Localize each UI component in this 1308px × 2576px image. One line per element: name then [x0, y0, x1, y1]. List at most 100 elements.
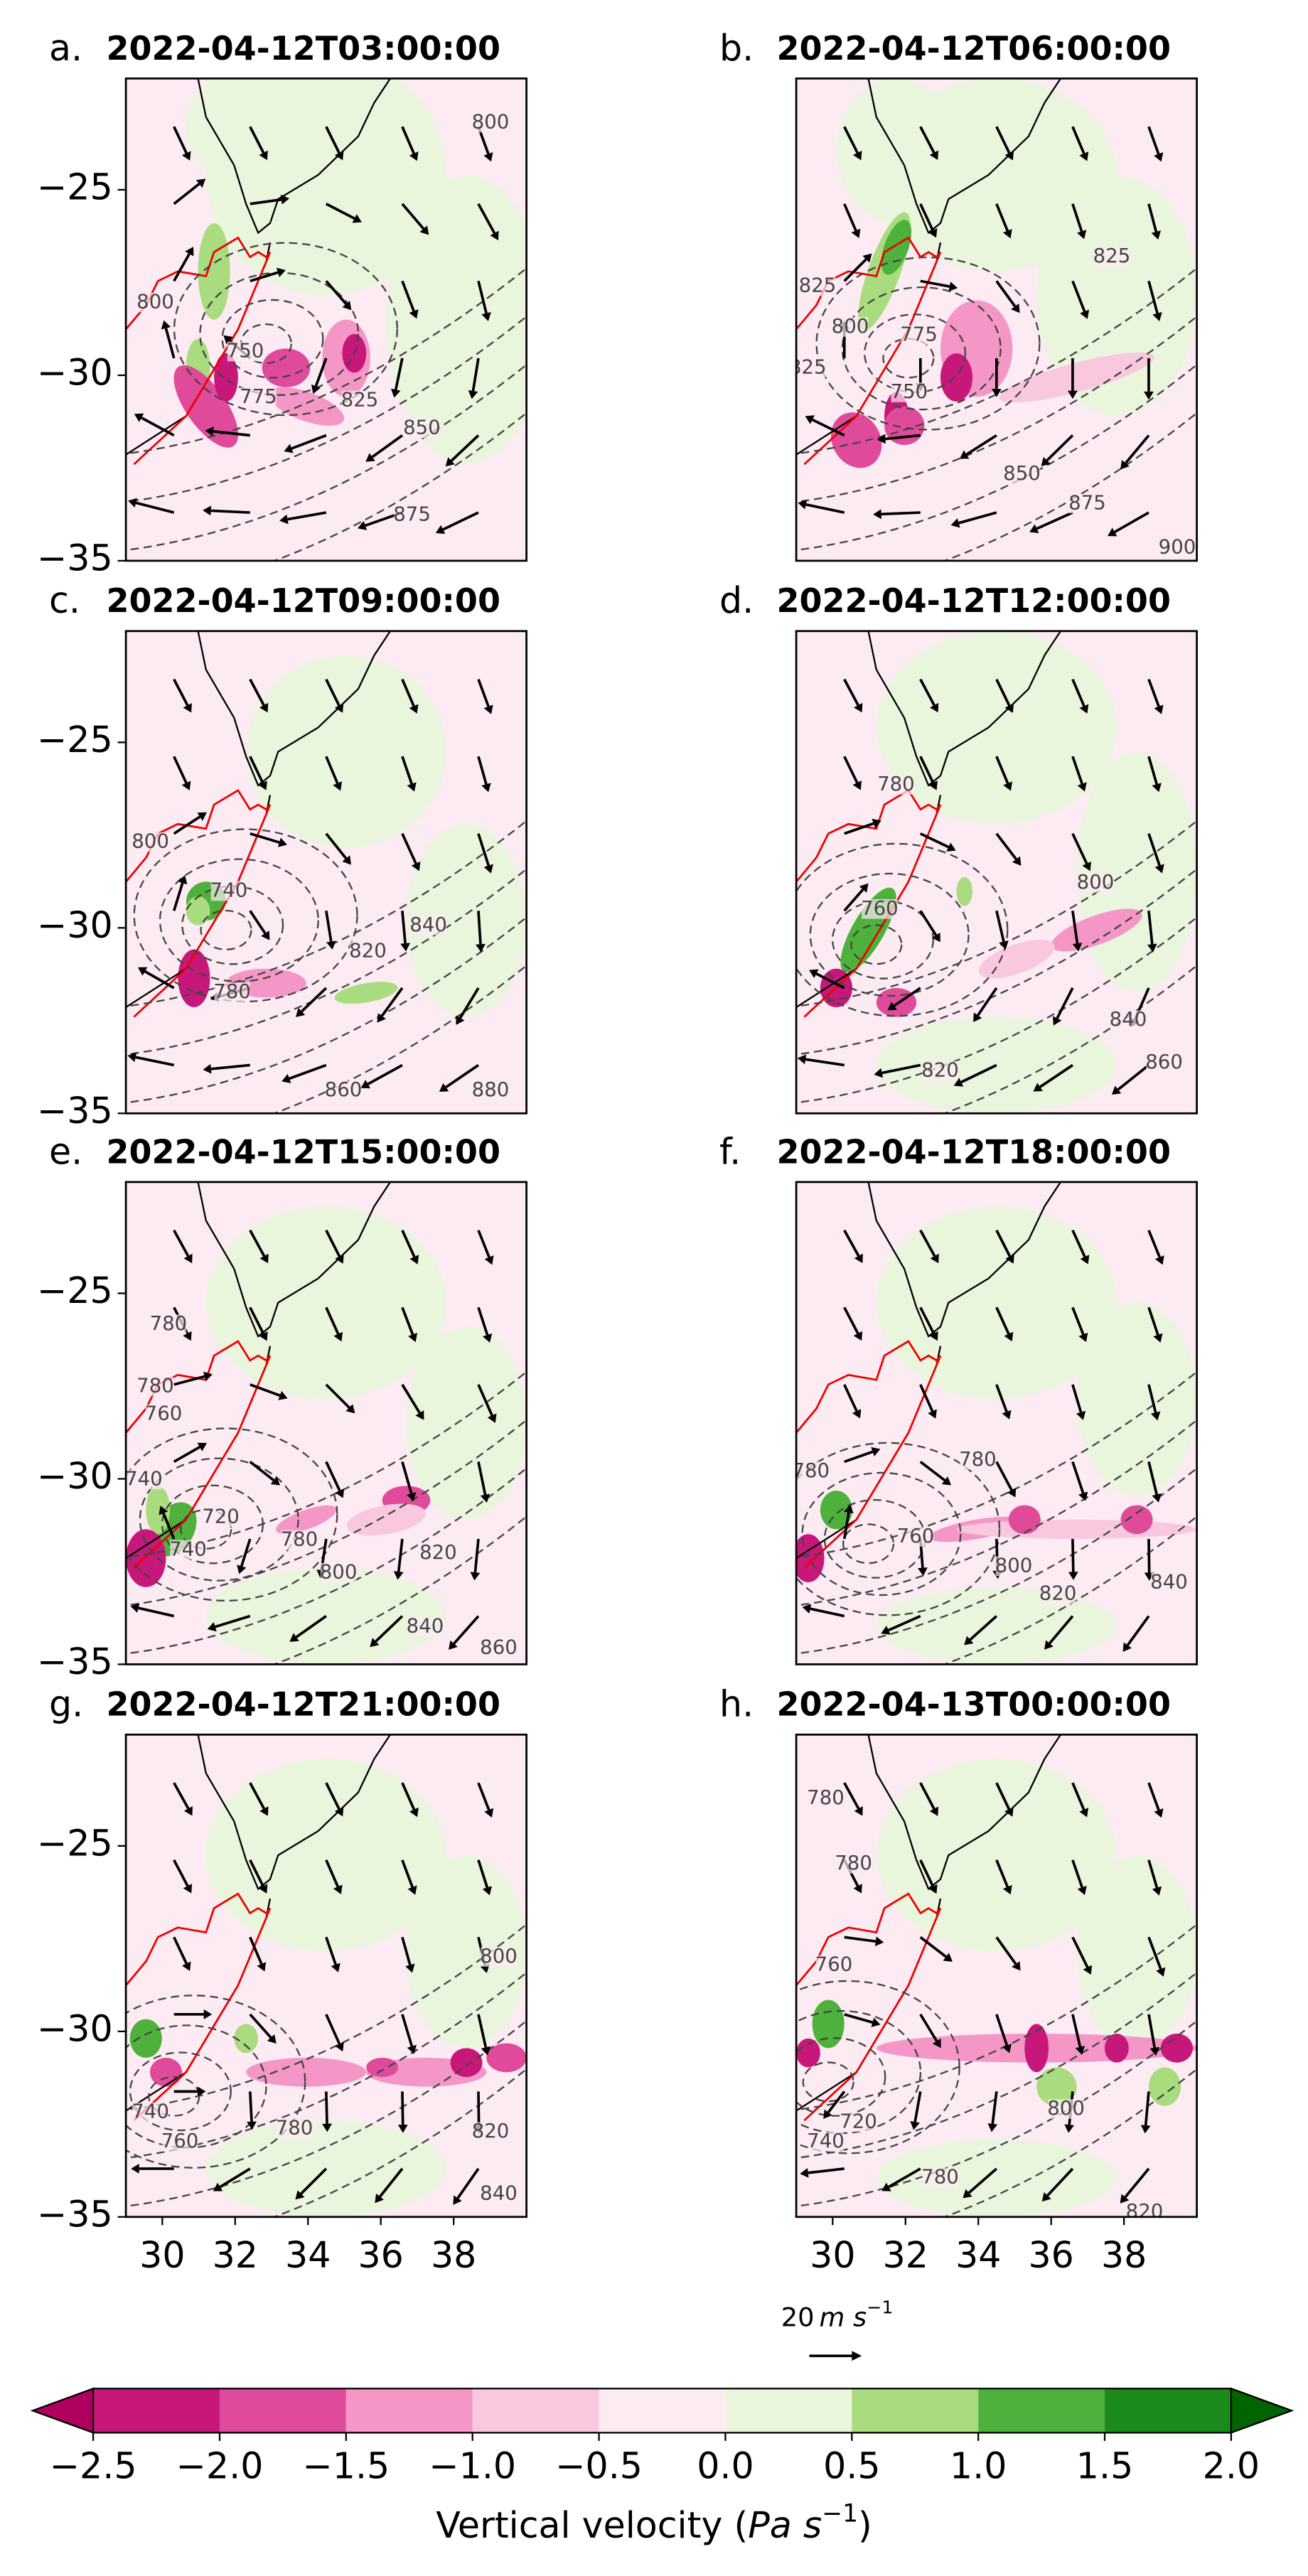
- wind-vector: [325, 1229, 341, 1257]
- wind-vector: [919, 756, 935, 784]
- x-tick-label: 38: [1101, 2234, 1147, 2276]
- wind-vector: [248, 2091, 253, 2122]
- wind-vector-head: [1156, 1967, 1166, 1977]
- colorbar-bin: [345, 2388, 473, 2433]
- wind-vector-head: [1140, 2125, 1151, 2134]
- velocity-shading: [149, 2057, 182, 2087]
- wind-vector-head: [1150, 1411, 1161, 1421]
- wind-vector: [919, 2013, 938, 2042]
- contour-line: [796, 1923, 1197, 2111]
- y-tick-label: −30: [37, 2007, 113, 2049]
- colorbar-extend-low: [30, 2387, 95, 2435]
- velocity-shading: [214, 353, 238, 402]
- wind-vector: [843, 1229, 860, 1257]
- wind-vector-head: [334, 1807, 344, 1817]
- wind-vector-head: [943, 1953, 953, 1962]
- colorbar-frame: [92, 2388, 1233, 2434]
- contour-line: [126, 1995, 306, 2169]
- map-frame: [795, 1733, 1198, 2218]
- wind-vector-head: [482, 1333, 493, 1343]
- velocity-shading: [406, 1855, 527, 2049]
- panel-label: b.: [719, 27, 754, 69]
- velocity-shading: [876, 1206, 1117, 1400]
- y-tick-label: −30: [37, 351, 113, 393]
- wind-vector: [325, 911, 333, 942]
- wind-vector: [1071, 1229, 1086, 1257]
- velocity-shading: [1160, 2033, 1193, 2063]
- wind-vector-head: [181, 780, 191, 790]
- wind-vector: [401, 678, 415, 707]
- velocity-shading: [1148, 2067, 1181, 2106]
- contour-label: 760: [161, 2129, 199, 2152]
- wind-vector: [1147, 1461, 1158, 1495]
- panel-title: 2022-04-12T18:00:00: [777, 1132, 1171, 1171]
- contour-label: 780: [921, 2165, 959, 2189]
- wind-vector: [919, 1229, 936, 1257]
- colorbar-tick-label: −2.0: [176, 2445, 264, 2487]
- wind-vector: [397, 1538, 404, 1572]
- x-tick-label: 34: [955, 2234, 1001, 2276]
- wind-vector: [325, 126, 341, 154]
- contour-label: 820: [349, 939, 387, 962]
- wind-vector-head: [358, 520, 368, 530]
- wind-vector-head: [334, 703, 344, 713]
- colorbar-bin: [725, 2388, 852, 2433]
- map-area: 800 740 780 820 840 860 880: [126, 630, 527, 1114]
- contour-line: [126, 820, 527, 1007]
- coastline: [867, 78, 1061, 235]
- contour-label: 800: [132, 830, 169, 853]
- contour-line: [796, 842, 1009, 1017]
- wind-vector-head: [435, 525, 446, 535]
- wind-vector-head: [1077, 1885, 1087, 1896]
- wind-vector-head: [862, 253, 872, 263]
- wind-vector-head: [407, 1885, 417, 1895]
- province-border: [126, 1892, 272, 2122]
- wind-vector-head: [1068, 1572, 1078, 1580]
- velocity-shading: [881, 220, 912, 275]
- wind-vector: [805, 503, 845, 514]
- wind-vector-head: [929, 1806, 939, 1816]
- wind-vector: [380, 987, 404, 1017]
- wind-vector-head: [852, 1409, 862, 1419]
- map-frame: [795, 1181, 1198, 1665]
- contour-line: [126, 2019, 527, 2207]
- contour-label: 775: [900, 323, 938, 346]
- wind-vector-head: [1068, 390, 1078, 399]
- wind-vector: [810, 1607, 845, 1618]
- wind-vector-head: [928, 1409, 937, 1419]
- wind-vector: [401, 1229, 416, 1257]
- wind-vector: [913, 2091, 922, 2122]
- wind-vector-head: [333, 1331, 343, 1342]
- wind-vector-head: [405, 1963, 415, 1973]
- wind-vector: [325, 1936, 337, 1965]
- wind-vector-head: [247, 2121, 257, 2130]
- wind-vector-head: [1152, 783, 1162, 793]
- wind-vector: [459, 987, 480, 1019]
- colorbar-bin: [472, 2388, 599, 2433]
- wind-vector: [249, 1859, 264, 1887]
- contour-line: [133, 828, 358, 1003]
- contour-label: 740: [125, 1467, 163, 1491]
- wind-vector-head: [258, 780, 267, 790]
- wind-vector: [325, 1461, 341, 1491]
- wind-vector: [1071, 1461, 1085, 1494]
- wind-vector-head: [1120, 2194, 1130, 2204]
- wind-vector-head: [1002, 229, 1012, 239]
- wind-vector: [995, 832, 1017, 860]
- colorbar-tick-label: −1.0: [429, 2445, 516, 2487]
- wind-vector: [173, 815, 201, 835]
- wind-vector: [1147, 1230, 1161, 1258]
- velocity-shading: [796, 2038, 820, 2068]
- wind-vector-head: [278, 1390, 288, 1400]
- contour-label: 820: [419, 1540, 457, 1564]
- map-area: 780 780 760 800 820 840: [796, 1181, 1197, 1665]
- wind-vector-head: [259, 1806, 269, 1816]
- y-tick-label: −25: [37, 1270, 113, 1311]
- contour-label: 780: [276, 2116, 313, 2140]
- contour-label: 820: [921, 1058, 959, 1082]
- wind-vector: [477, 679, 490, 707]
- map-frame: [795, 77, 1198, 562]
- wind-vector-head: [270, 1476, 280, 1486]
- contour-label: 860: [325, 1078, 363, 1101]
- wind-vector-head: [1002, 1410, 1012, 1420]
